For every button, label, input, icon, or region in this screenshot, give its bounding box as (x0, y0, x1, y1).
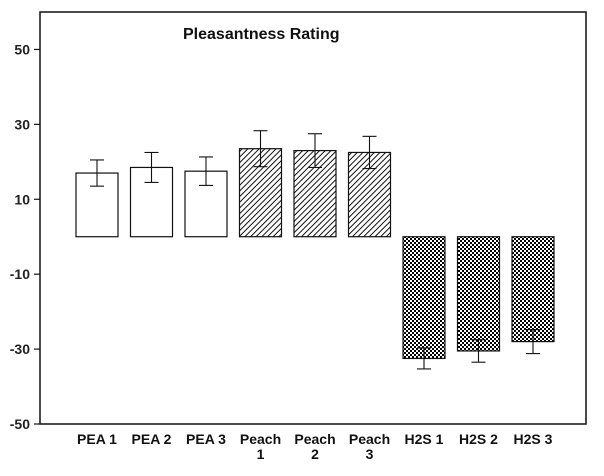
y-tick-label: -30 (10, 341, 30, 357)
x-tick-label: 3 (366, 446, 374, 462)
x-tick-label: H2S 1 (405, 431, 444, 447)
x-tick-label: 1 (257, 446, 265, 462)
x-tick-label: Peach (349, 431, 390, 447)
y-tick-label: 30 (14, 116, 30, 132)
y-tick-label: 50 (14, 41, 30, 57)
y-tick-label: -50 (10, 416, 30, 432)
chart-title: Pleasantness Rating (183, 26, 340, 43)
x-tick-label: Peach (294, 431, 335, 447)
bar (293, 149, 337, 238)
x-tick-label: H2S 3 (514, 431, 553, 447)
bar (511, 236, 555, 343)
bar-group (75, 148, 555, 360)
bar (456, 236, 501, 352)
plot-frame (39, 11, 587, 425)
x-tick-label: PEA 2 (132, 431, 172, 447)
x-tick-label: Peach (240, 431, 281, 447)
x-tick-label: 2 (311, 446, 319, 462)
x-tick-label: PEA 3 (186, 431, 226, 447)
bar (184, 170, 228, 238)
y-tick-label: 10 (14, 191, 30, 207)
x-tick-label: PEA 1 (77, 431, 117, 447)
y-tick-label: -10 (10, 266, 30, 282)
error-bar-group (90, 130, 540, 370)
x-tick-label: H2S 2 (459, 431, 498, 447)
bar (402, 236, 446, 360)
y-axis: 50 30 10 -10 -30 -50 (10, 41, 40, 432)
